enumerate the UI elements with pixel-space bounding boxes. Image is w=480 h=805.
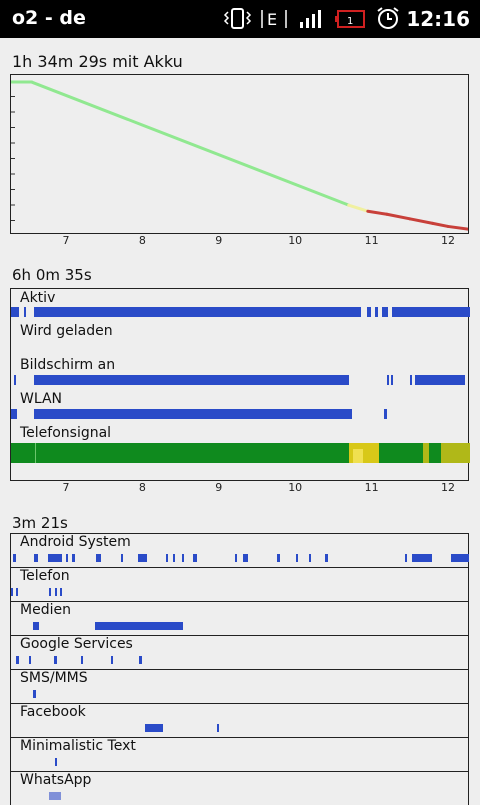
svg-text:E: E: [267, 10, 277, 29]
app-row-minimalistic-text[interactable]: Minimalistic Text: [10, 737, 469, 771]
battery-line-segment: [347, 203, 370, 213]
app-label: Google Services: [20, 636, 133, 652]
status-icons: E 1: [223, 7, 399, 29]
row-label-screen-on: Bildschirm an: [20, 357, 116, 373]
timeline-title: 6h 0m 35s: [12, 266, 92, 284]
app-row-medien[interactable]: Medien: [10, 601, 469, 635]
timeline-x-tick-label: 7: [62, 481, 70, 494]
app-label: Android System: [20, 534, 131, 550]
battery-icon: 1: [335, 10, 365, 28]
timeline-panel[interactable]: Aktiv Wird geladen Bildschirm an WLAN Te…: [10, 288, 470, 481]
row-label-charging: Wird geladen: [20, 323, 113, 339]
battery-x-tick-label: 11: [364, 234, 379, 247]
carrier-name: o2 - de: [12, 7, 86, 29]
app-label: Facebook: [20, 704, 86, 720]
battery-x-axis: 7 8 9 10 11 12: [0, 234, 480, 250]
battery-line-segment: [30, 80, 351, 207]
app-label: SMS/MMS: [20, 670, 88, 686]
battery-line-segment: [385, 212, 412, 221]
clock: 12:16: [406, 7, 470, 31]
timeline-x-tick-label: 8: [138, 481, 146, 494]
timeline-x-tick-label: 12: [441, 481, 455, 494]
signal-icon: [300, 10, 321, 28]
network-type-icon: E: [261, 10, 287, 29]
alarm-icon: [377, 7, 399, 29]
app-label: Medien: [20, 602, 71, 618]
battery-x-tick-label: 10: [288, 234, 303, 247]
app-row-whatsapp[interactable]: WhatsApp: [10, 771, 469, 805]
app-row-google-services[interactable]: Google Services: [10, 635, 469, 669]
app-label: Telefon: [20, 568, 70, 584]
battery-chart[interactable]: [10, 74, 469, 234]
timeline-x-tick-label: 10: [288, 481, 303, 494]
app-row-facebook[interactable]: Facebook: [10, 703, 469, 737]
timeline-x-tick-label: 9: [215, 481, 223, 494]
battery-x-tick-label: 7: [62, 234, 70, 247]
battery-chart-svg: [11, 80, 468, 231]
row-label-phone-signal: Telefonsignal: [20, 425, 112, 441]
battery-x-tick-label: 9: [215, 234, 223, 247]
battery-line-segment: [431, 221, 450, 228]
battery-history-title: 1h 34m 29s mit Akku: [12, 52, 183, 71]
battery-x-tick-label: 12: [441, 234, 455, 247]
status-bar: o2 - de E 1 12: [0, 0, 480, 38]
svg-text:1: 1: [347, 16, 353, 27]
battery-line-segment: [366, 209, 389, 216]
vibrate-icon: [223, 8, 252, 29]
battery-line-segment: [408, 217, 435, 225]
app-row-android-system[interactable]: Android System: [10, 533, 469, 567]
row-label-aktiv: Aktiv: [20, 290, 56, 306]
app-row-telefon[interactable]: Telefon: [10, 567, 469, 601]
row-label-wlan: WLAN: [20, 391, 63, 407]
app-label: Minimalistic Text: [20, 738, 136, 754]
app-row-sms-mms[interactable]: SMS/MMS: [10, 669, 469, 703]
timeline-x-tick-label: 11: [364, 481, 379, 494]
timeline-x-axis: 7 8 9 10 11 12: [0, 481, 480, 497]
battery-line-segment: [446, 224, 468, 231]
app-label: WhatsApp: [20, 772, 92, 788]
battery-x-tick-label: 8: [138, 234, 146, 247]
apps-title: 3m 21s: [12, 514, 68, 532]
